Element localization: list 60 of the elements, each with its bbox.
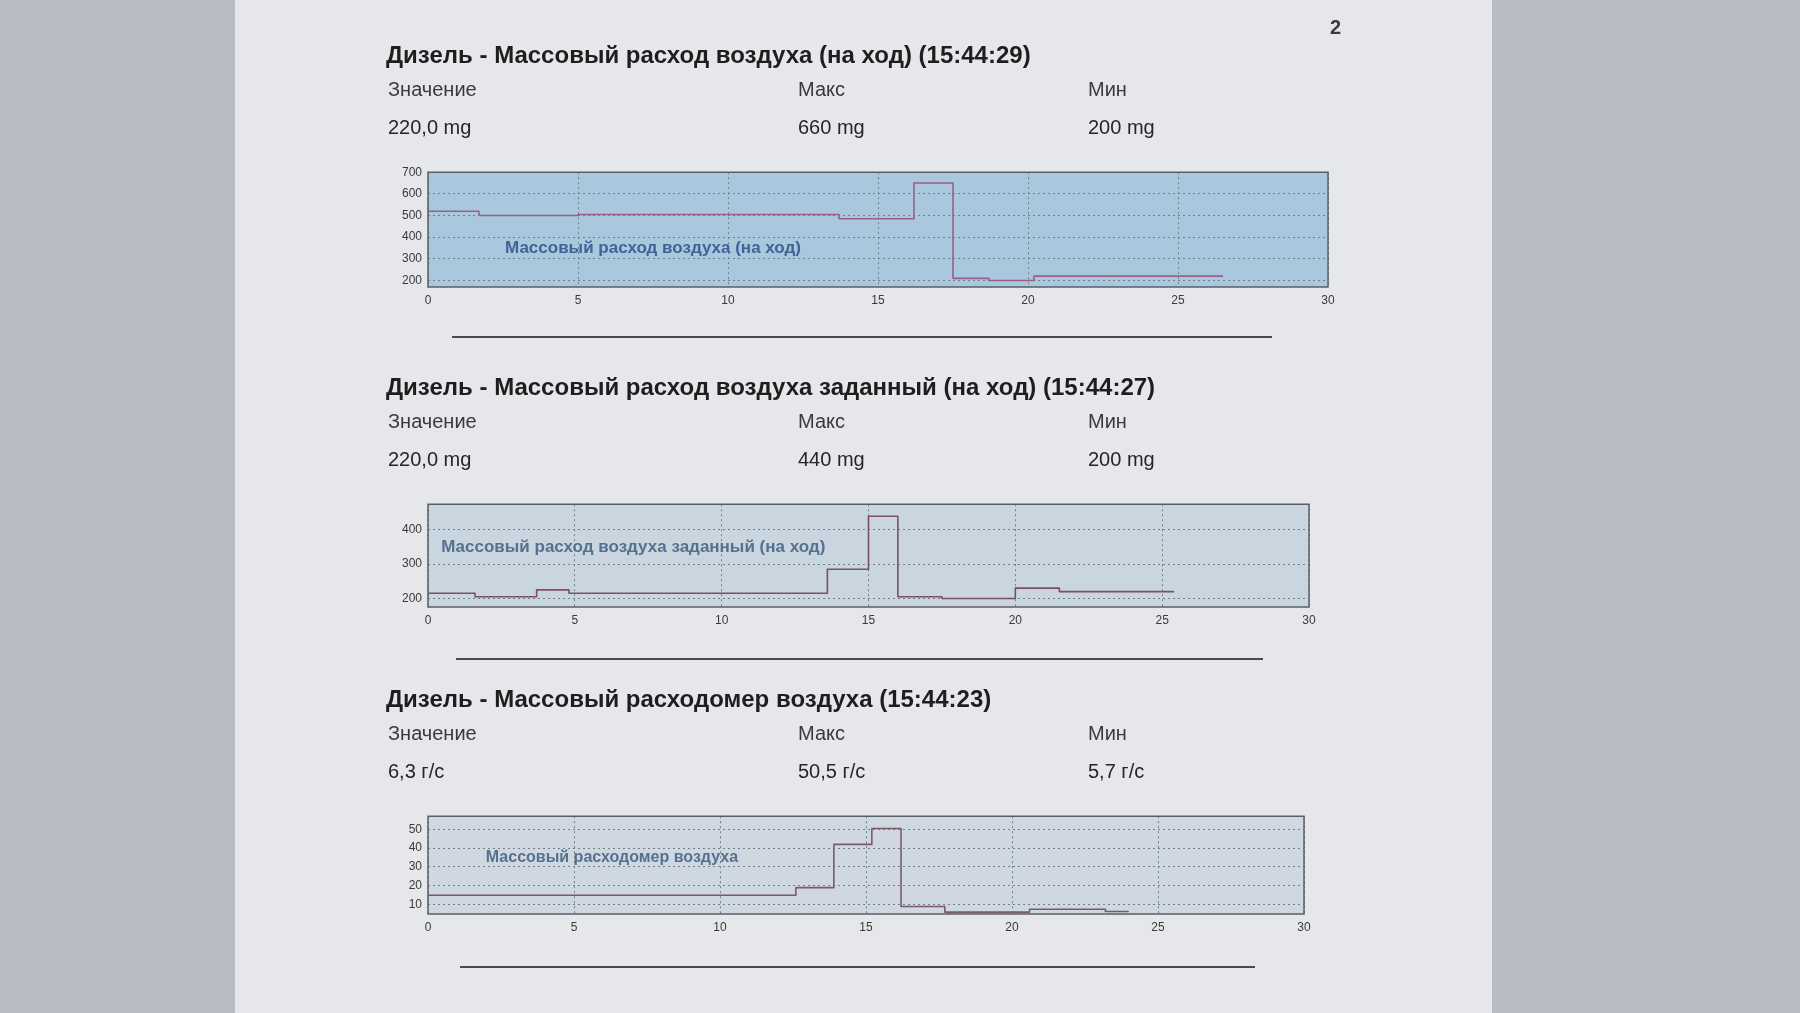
x-tick-label: 0 (424, 292, 432, 307)
y-tick-label: 40 (408, 840, 423, 855)
text: Макс (798, 409, 845, 434)
y-tick-label: 600 (401, 186, 423, 201)
text: 440 mg (798, 447, 865, 472)
y-tick-label: 50 (408, 821, 423, 836)
series-label: Массовый расход воздуха заданный (на ход) (441, 536, 826, 556)
chart-title: Дизель - Массовый расход воздуха заданный (на ход) (15:44:27) (386, 372, 1156, 402)
y-tick-label: 700 (401, 164, 423, 179)
x-tick-label: 5 (574, 292, 582, 307)
x-tick-label: 30 (1321, 292, 1335, 307)
text: Макс (798, 77, 845, 102)
x-tick-label: 20 (1005, 919, 1019, 934)
x-tick-label: 0 (424, 612, 432, 627)
y-tick-label: 400 (401, 229, 423, 244)
y-tick-label: 200 (401, 272, 423, 287)
text: 6,3 г/с (388, 759, 445, 784)
series-label: Массовый расходомер воздуха (485, 847, 739, 865)
text: Мин (1088, 409, 1127, 434)
text: Значение (388, 409, 477, 434)
text: Значение (388, 77, 477, 102)
x-tick-label: 0 (424, 919, 432, 934)
text: 220,0 mg (388, 447, 472, 472)
y-tick-label: 200 (401, 590, 423, 605)
text: Мин (1088, 721, 1127, 746)
y-tick-label: 20 (408, 878, 423, 893)
text: 5,7 г/с (1088, 759, 1145, 784)
y-tick-label: 400 (401, 522, 423, 537)
y-tick-label: 300 (401, 556, 423, 571)
x-tick-label: 20 (1008, 612, 1023, 627)
x-tick-label: 15 (861, 612, 876, 627)
x-tick-label: 5 (570, 919, 578, 934)
x-tick-label: 30 (1302, 612, 1316, 627)
text: 220,0 mg (388, 115, 472, 140)
x-tick-label: 10 (714, 612, 729, 627)
x-tick-label: 25 (1155, 612, 1170, 627)
y-tick-label: 300 (401, 251, 423, 266)
text: Мин (1088, 77, 1127, 102)
x-tick-label: 10 (713, 919, 727, 934)
x-tick-label: 25 (1171, 292, 1185, 307)
text: Значение (388, 721, 477, 746)
x-tick-label: 20 (1021, 292, 1035, 307)
chart-title: Дизель - Массовый расходомер воздуха (15:44:23) (386, 684, 992, 714)
text: 50,5 г/с (798, 759, 866, 784)
chart-title: Дизель - Массовый расход воздуха (на ход) (15:44:29) (386, 40, 1031, 70)
y-tick-label: 30 (408, 859, 423, 874)
x-tick-label: 5 (571, 612, 579, 627)
y-tick-label: 500 (401, 207, 423, 222)
y-tick-label: 10 (408, 896, 423, 911)
text: 660 mg (798, 115, 865, 140)
x-tick-label: 25 (1151, 919, 1165, 934)
text: 200 mg (1088, 115, 1155, 140)
x-tick-label: 30 (1297, 919, 1311, 934)
text: 200 mg (1088, 447, 1155, 472)
text: 2 (1330, 15, 1342, 40)
x-tick-label: 10 (721, 292, 735, 307)
x-tick-label: 15 (871, 292, 885, 307)
text: Макс (798, 721, 845, 746)
x-tick-label: 15 (859, 919, 873, 934)
series-label: Массовый расход воздуха (на ход) (505, 237, 801, 257)
